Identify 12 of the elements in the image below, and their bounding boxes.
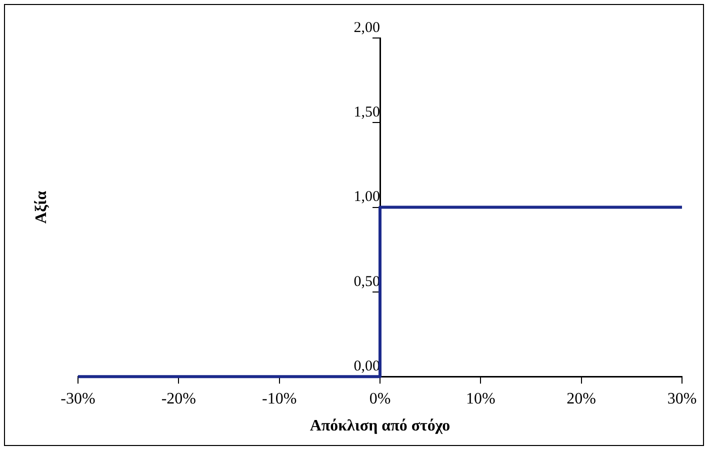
x-tick-label: 30%	[667, 390, 697, 408]
x-tick-label: 10%	[466, 390, 496, 408]
x-axis-title: Απόκλιση από στόχο	[310, 418, 450, 435]
x-tick-label: -20%	[161, 390, 196, 408]
x-tick-label: 20%	[566, 390, 596, 408]
y-axis-title: Αξία	[33, 190, 50, 224]
x-tick-label: -10%	[262, 390, 297, 408]
y-tick-label: 2,00	[354, 20, 380, 36]
y-tick-label: 1,00	[354, 189, 380, 206]
x-tick-label: -30%	[60, 390, 96, 408]
y-tick-label: 1,50	[354, 104, 380, 121]
x-tick-label: 0%	[369, 390, 391, 408]
